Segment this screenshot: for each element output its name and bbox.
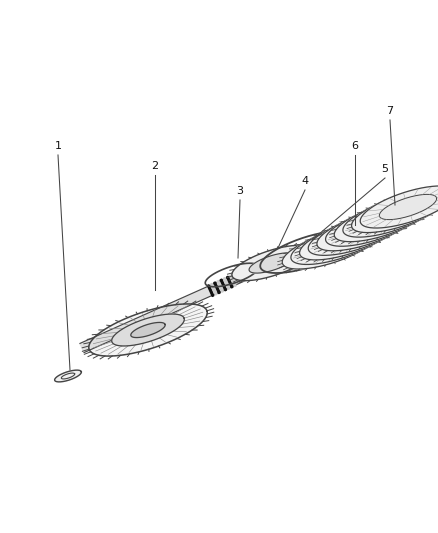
Polygon shape [131, 322, 165, 337]
Polygon shape [232, 245, 312, 281]
Text: 6: 6 [352, 141, 358, 151]
Polygon shape [300, 218, 395, 260]
Polygon shape [80, 248, 297, 352]
Polygon shape [327, 222, 385, 247]
Polygon shape [360, 186, 438, 228]
Text: 7: 7 [386, 106, 394, 116]
Polygon shape [352, 190, 438, 232]
Polygon shape [282, 227, 378, 269]
Polygon shape [362, 204, 419, 229]
Polygon shape [371, 199, 428, 224]
Polygon shape [310, 231, 367, 256]
Polygon shape [214, 282, 220, 294]
Polygon shape [89, 304, 207, 356]
Polygon shape [223, 278, 230, 289]
Polygon shape [226, 276, 233, 288]
Text: 2: 2 [152, 161, 159, 171]
Text: 5: 5 [381, 164, 389, 174]
Polygon shape [249, 253, 295, 273]
Polygon shape [211, 284, 217, 295]
Polygon shape [301, 236, 359, 261]
Polygon shape [325, 204, 421, 246]
Text: 4: 4 [301, 176, 308, 186]
Polygon shape [217, 280, 223, 292]
Polygon shape [379, 195, 437, 220]
Polygon shape [230, 275, 236, 287]
Polygon shape [319, 227, 376, 252]
Polygon shape [336, 217, 393, 243]
Polygon shape [353, 208, 411, 233]
Polygon shape [334, 200, 430, 241]
Polygon shape [220, 279, 226, 291]
Text: 1: 1 [54, 141, 61, 151]
Polygon shape [345, 213, 402, 238]
Polygon shape [317, 209, 413, 251]
Polygon shape [343, 195, 438, 237]
Polygon shape [308, 213, 404, 255]
Polygon shape [207, 285, 214, 296]
Text: 3: 3 [237, 186, 244, 196]
Polygon shape [112, 314, 184, 346]
Polygon shape [291, 222, 386, 264]
Polygon shape [55, 370, 81, 382]
